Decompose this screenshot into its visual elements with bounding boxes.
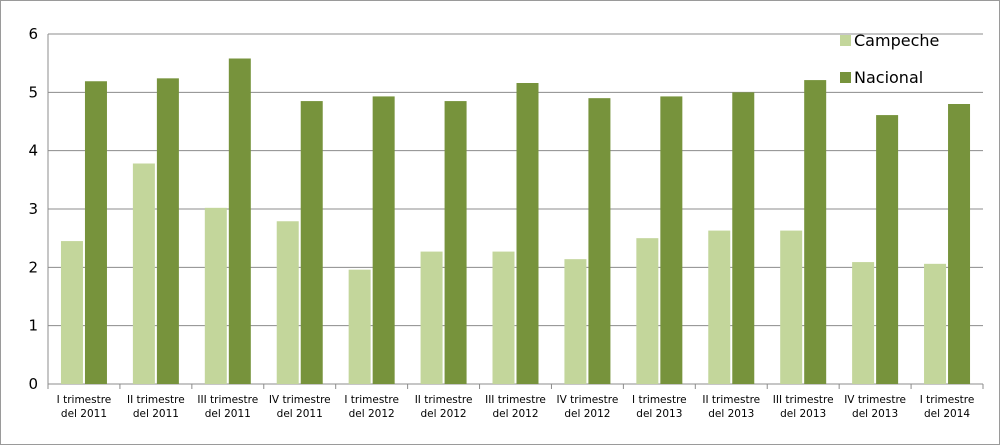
y-tick-label: 6 <box>28 25 38 43</box>
bar-nacional <box>300 101 323 384</box>
x-tick-label: III trimestre del 2011 <box>197 394 258 420</box>
bar-nacional <box>804 80 827 384</box>
bar-nacional <box>156 78 179 384</box>
x-tick-label: IV trimestre del 2013 <box>844 394 906 420</box>
axis-labels: 0 1 2 3 4 5 6 I trimestre del 2011 II trimestre de… <box>28 25 974 420</box>
bar-campeche <box>204 207 227 384</box>
bar-nacional <box>660 96 683 385</box>
y-tick-label: 0 <box>28 375 38 393</box>
legend-swatch-campeche <box>840 35 851 46</box>
y-tick-label: 3 <box>28 200 38 218</box>
x-tick-label: IV trimestre del 2012 <box>557 394 619 420</box>
x-tick-label: IV trimestre del 2011 <box>269 394 331 420</box>
bar-campeche <box>636 238 659 384</box>
bar-campeche <box>924 263 947 384</box>
legend-label-nacional: Nacional <box>854 68 923 87</box>
bar-campeche <box>60 241 83 384</box>
x-tick-label: I trimestre del 2011 <box>57 394 112 420</box>
x-tick-label: II trimestre del 2013 <box>702 394 760 420</box>
bar-nacional <box>84 81 107 384</box>
bar-campeche <box>708 230 731 384</box>
bar-campeche <box>780 230 803 384</box>
x-tick-label: I trimestre del 2014 <box>920 394 975 420</box>
y-tick-label: 4 <box>28 142 38 160</box>
bar-campeche <box>132 163 155 384</box>
y-tick-label: 1 <box>28 317 38 335</box>
x-tick-label: III trimestre del 2013 <box>773 394 834 420</box>
bar-nacional <box>732 92 755 384</box>
legend-swatch-nacional <box>840 72 851 83</box>
x-tick-label: I trimestre del 2013 <box>632 394 687 420</box>
bar-campeche <box>564 259 587 384</box>
bar-nacional <box>588 98 611 385</box>
bar-campeche <box>492 251 515 384</box>
bar-nacional <box>228 58 251 384</box>
axes <box>47 34 984 389</box>
bar-nacional <box>948 104 971 384</box>
bar-nacional <box>372 96 395 385</box>
y-tick-label: 2 <box>28 258 38 276</box>
x-tick-label: I trimestre del 2012 <box>344 394 399 420</box>
x-tick-label: II trimestre del 2011 <box>127 394 185 420</box>
bar-nacional <box>444 101 467 384</box>
gridlines <box>48 33 983 327</box>
bar-nacional <box>516 83 539 384</box>
legend: Campeche Nacional <box>840 31 939 87</box>
x-tick-label: III trimestre del 2012 <box>485 394 546 420</box>
bar-nacional <box>876 115 899 384</box>
bar-campeche <box>348 269 371 384</box>
y-tick-label: 5 <box>28 83 38 101</box>
bar-campeche <box>420 251 443 384</box>
x-tick-label: II trimestre del 2012 <box>415 394 473 420</box>
bars <box>60 58 971 385</box>
legend-label-campeche: Campeche <box>854 31 939 50</box>
bar-campeche <box>276 221 299 384</box>
bar-campeche <box>852 262 875 384</box>
